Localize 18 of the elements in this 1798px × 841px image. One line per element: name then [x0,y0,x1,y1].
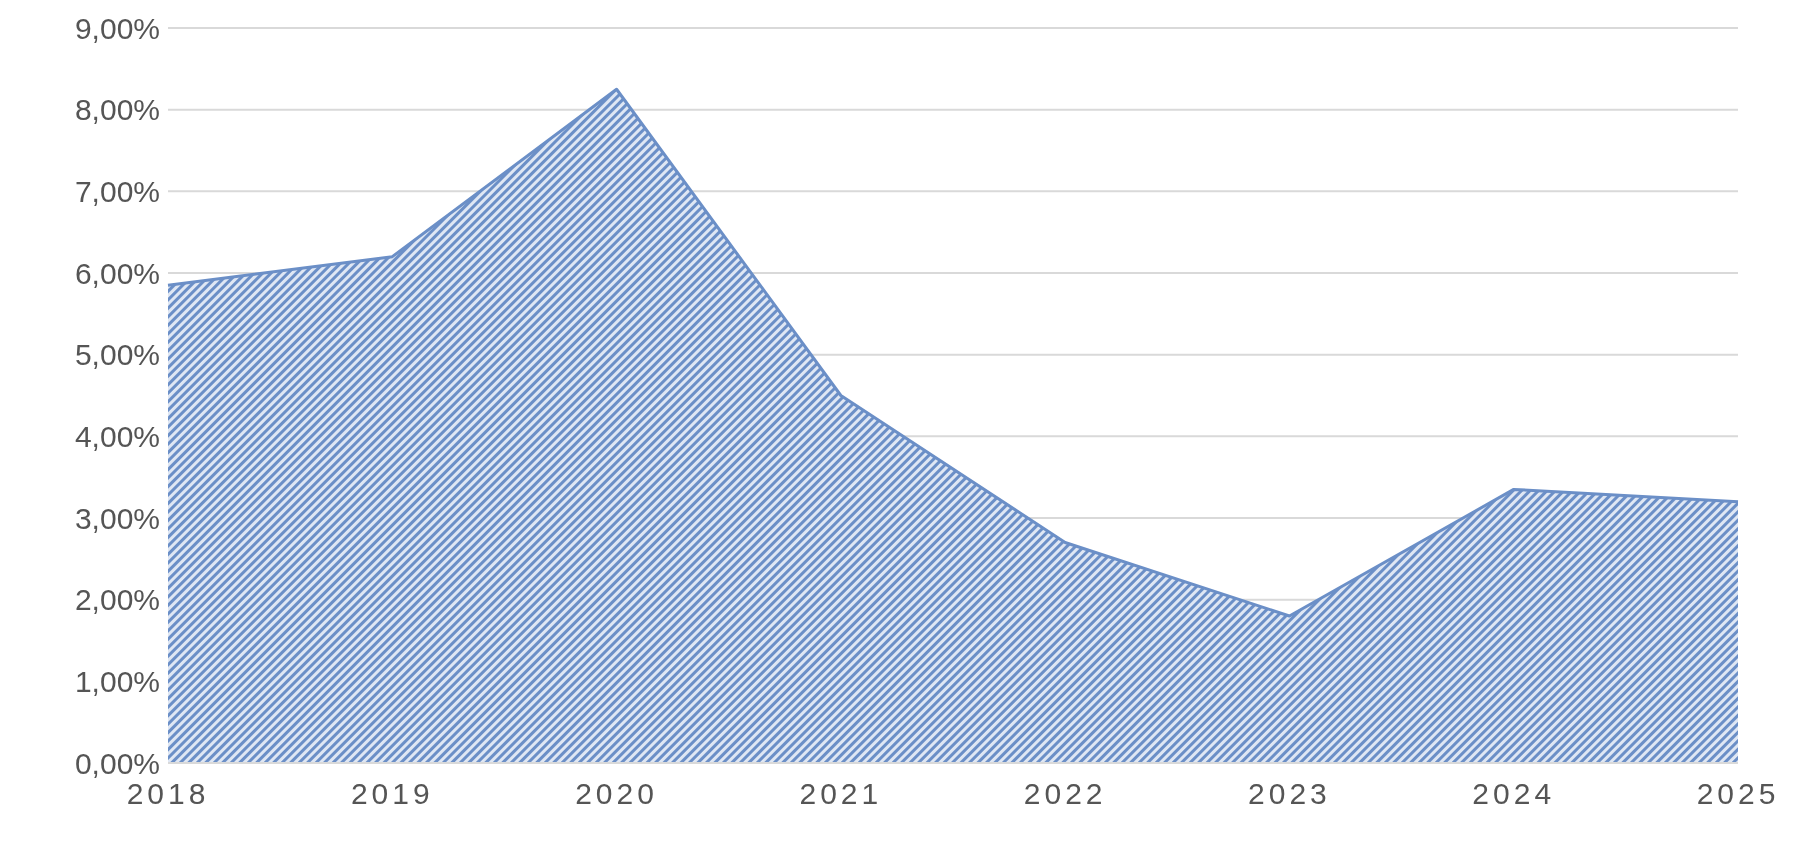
y-tick-label: 0,00% [74,746,160,780]
x-tick-label: 2021 [799,777,883,811]
y-tick-label: 2,00% [74,583,160,617]
x-tick-label: 2020 [575,777,658,811]
y-tick-label: 5,00% [74,338,160,372]
x-tick-label: 2018 [126,777,210,811]
y-tick-label: 1,00% [74,664,160,698]
x-tick-label: 2024 [1472,777,1556,811]
x-tick-label: 2022 [1023,777,1107,811]
x-tick-label: 2025 [1696,777,1780,811]
y-tick-label: 9,00% [74,11,160,45]
y-tick-label: 3,00% [74,501,160,535]
x-tick-label: 2023 [1248,777,1331,811]
y-tick-label: 8,00% [74,93,160,127]
y-tick-label: 4,00% [74,419,160,453]
y-tick-label: 7,00% [74,174,160,208]
x-tick-label: 2019 [350,777,434,811]
y-tick-label: 6,00% [74,256,160,290]
